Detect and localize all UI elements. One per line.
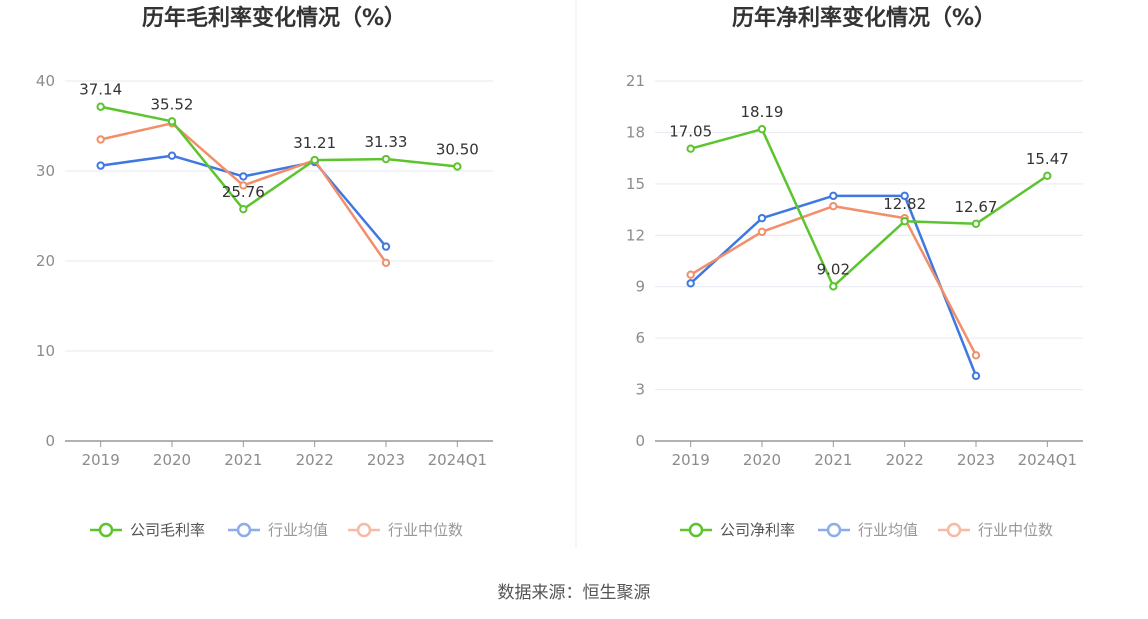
x-tick-label: 2020 [743, 451, 781, 469]
legend-item-company[interactable]: 公司净利率 [680, 521, 795, 539]
y-tick-label: 21 [626, 72, 645, 90]
y-tick-label: 15 [626, 175, 645, 193]
x-tick-label: 2021 [224, 451, 262, 469]
legend-item-industry_median[interactable]: 行业中位数 [938, 521, 1053, 539]
legend-label: 行业均值 [858, 521, 918, 539]
data-point-industry_median[interactable] [381, 258, 391, 267]
legend-swatch-marker [946, 522, 962, 538]
legend-item-company[interactable]: 公司毛利率 [90, 521, 205, 539]
data-label: 9.02 [817, 260, 850, 278]
data-point-company[interactable] [900, 217, 909, 226]
data-label: 17.05 [669, 123, 712, 141]
data-label: 12.82 [883, 195, 926, 213]
data-label: 15.47 [1026, 150, 1069, 168]
y-tick-label: 30 [36, 162, 55, 180]
data-point-industry_median[interactable] [971, 351, 981, 360]
x-tick-label: 2021 [814, 451, 852, 469]
y-tick-label: 18 [626, 123, 645, 141]
x-tick-label: 2019 [82, 451, 120, 469]
data-point-industry_avg[interactable] [239, 172, 248, 181]
x-tick-label: 2023 [367, 451, 405, 469]
data-point-industry_median[interactable] [757, 227, 767, 237]
data-point-company[interactable] [381, 154, 391, 164]
data-point-company[interactable] [96, 102, 105, 111]
series-line-company [100, 105, 458, 211]
legend-label: 公司净利率 [720, 521, 795, 539]
data-label: 25.76 [222, 183, 265, 201]
data-point-industry_median[interactable] [96, 135, 105, 144]
gross-margin-chart: 历年毛利率变化情况（%） 0 10 20 30 40 2019 2020 2021 2022 202… [36, 5, 493, 539]
x-tick-label: 2023 [957, 451, 995, 469]
y-tick-label: 6 [635, 329, 645, 347]
legend-label: 公司毛利率 [130, 521, 205, 539]
data-point-industry_median[interactable] [239, 181, 248, 190]
data-label: 35.52 [151, 95, 194, 113]
data-point-industry_avg[interactable] [381, 242, 391, 251]
data-point-industry_avg[interactable] [686, 279, 695, 288]
legend-swatch-marker [826, 522, 842, 538]
x-tick-label: 2020 [153, 451, 191, 469]
legend-label: 行业均值 [268, 521, 328, 539]
data-point-company[interactable] [310, 155, 319, 165]
legend-item-industry_median[interactable]: 行业中位数 [348, 521, 463, 539]
legend-label: 行业中位数 [978, 521, 1053, 539]
data-point-company[interactable] [971, 219, 981, 229]
x-tick-label: 2024Q1 [428, 451, 488, 469]
data-label: 37.14 [79, 81, 122, 99]
data-point-company[interactable] [686, 144, 695, 153]
data-label: 18.19 [741, 103, 784, 121]
legend-item-industry_avg[interactable]: 行业均值 [228, 521, 328, 539]
data-label: 31.21 [293, 134, 336, 152]
data-point-company[interactable] [1043, 171, 1052, 181]
data-point-industry_avg[interactable] [167, 151, 177, 160]
y-tick-label: 20 [36, 252, 55, 270]
x-tick-label: 2022 [886, 451, 924, 469]
data-label: 31.33 [365, 133, 408, 151]
data-point-industry_avg[interactable] [757, 213, 767, 223]
legend-item-industry_avg[interactable]: 行业均值 [818, 521, 918, 539]
data-point-company[interactable] [757, 124, 767, 134]
y-tick-label: 10 [36, 342, 55, 360]
data-source: 数据来源：恒生聚源 [498, 583, 651, 603]
chart-title: 历年净利率变化情况（%） [732, 5, 996, 31]
y-tick-label: 9 [635, 278, 645, 296]
data-point-industry_avg[interactable] [971, 371, 981, 381]
data-point-industry_median[interactable] [686, 270, 695, 279]
data-point-industry_avg[interactable] [900, 191, 909, 201]
legend-label: 行业中位数 [388, 521, 463, 539]
x-tick-label: 2022 [296, 451, 334, 469]
y-tick-label: 0 [635, 432, 645, 450]
data-point-industry_median[interactable] [829, 201, 838, 211]
net-margin-chart: 历年净利率变化情况（%） 0 3 6 9 12 15 18 21 2019 2020 2021 2022… [626, 5, 1083, 539]
y-tick-label: 3 [635, 381, 645, 399]
y-tick-label: 40 [36, 72, 55, 90]
y-tick-label: 12 [626, 226, 645, 244]
data-point-industry_avg[interactable] [829, 191, 838, 201]
y-tick-label: 0 [45, 432, 55, 450]
data-point-company[interactable] [829, 282, 838, 291]
legend-swatch-marker [356, 522, 372, 538]
x-tick-label: 2024Q1 [1018, 451, 1078, 469]
data-point-company[interactable] [167, 117, 177, 126]
data-point-company[interactable] [239, 204, 248, 214]
chart-title: 历年毛利率变化情况（%） [142, 5, 406, 31]
data-label: 30.50 [436, 141, 479, 159]
data-point-company[interactable] [453, 162, 462, 171]
series-line-industry_median [690, 204, 978, 356]
data-point-industry_avg[interactable] [96, 161, 105, 170]
legend-swatch-marker [688, 522, 704, 538]
legend-swatch-marker [98, 522, 114, 538]
x-tick-label: 2019 [672, 451, 710, 469]
series-line-company [690, 127, 1049, 288]
legend-swatch-marker [236, 522, 252, 538]
data-label: 12.67 [955, 198, 998, 216]
